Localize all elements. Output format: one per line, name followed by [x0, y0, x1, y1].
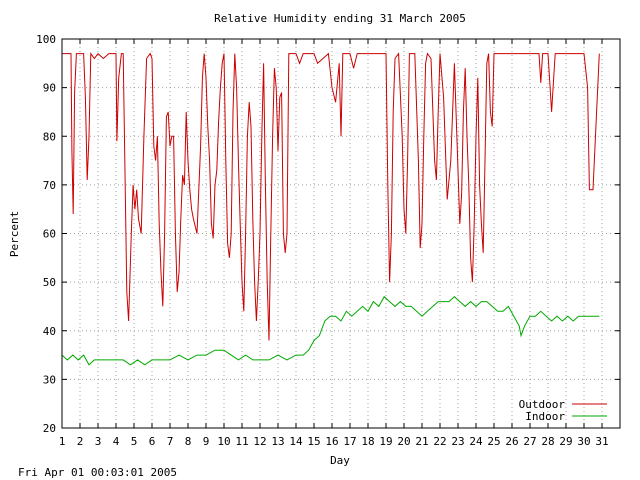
x-tick-label: 21 [415, 435, 428, 448]
x-tick-labels: 1 2 3 4 5 6 7 8 9 10 11 12 13 14 15 16 17 18 19 20 21 22 23 24 2… [59, 435, 609, 448]
y-tick-label: 100 [36, 33, 56, 46]
x-tick-label: 24 [469, 435, 483, 448]
series-line-indoor [61, 295, 600, 366]
legend-label-outdoor: Outdoor [519, 398, 566, 411]
x-tick-label: 31 [595, 435, 608, 448]
x-tick-label: 8 [185, 435, 192, 448]
y-tick-label: 40 [43, 325, 56, 338]
x-tick-label: 3 [95, 435, 102, 448]
x-tick-label: 30 [577, 435, 590, 448]
chart-title: Relative Humidity ending 31 March 2005 [214, 12, 466, 25]
x-tick-label: 7 [167, 435, 174, 448]
x-tick-label: 20 [397, 435, 410, 448]
axis-ticks [61, 38, 620, 429]
x-tick-label: 26 [505, 435, 518, 448]
chart-legend: Outdoor Indoor [519, 398, 607, 423]
y-tick-label: 30 [43, 373, 56, 386]
x-tick-label: 19 [379, 435, 392, 448]
legend-label-indoor: Indoor [525, 410, 565, 423]
x-tick-label: 27 [523, 435, 536, 448]
x-tick-label: 13 [271, 435, 284, 448]
x-tick-label: 16 [325, 435, 338, 448]
x-tick-label: 29 [559, 435, 572, 448]
x-tick-label: 4 [113, 435, 120, 448]
y-tick-label: 70 [43, 179, 56, 192]
x-tick-label: 12 [253, 435, 266, 448]
x-tick-label: 25 [487, 435, 500, 448]
x-tick-label: 6 [149, 435, 156, 448]
x-tick-label: 15 [307, 435, 320, 448]
x-tick-label: 22 [433, 435, 446, 448]
x-tick-label: 14 [289, 435, 303, 448]
footer-timestamp: Fri Apr 01 00:03:01 2005 [18, 466, 177, 479]
series-layer [61, 52, 600, 366]
y-tick-label: 80 [43, 130, 56, 143]
x-tick-label: 5 [131, 435, 138, 448]
chart-grid [62, 39, 620, 428]
x-tick-label: 17 [343, 435, 356, 448]
x-tick-label: 18 [361, 435, 374, 448]
y-tick-label: 50 [43, 276, 56, 289]
x-tick-label: 23 [451, 435, 464, 448]
x-tick-label: 11 [235, 435, 248, 448]
x-tick-label: 28 [541, 435, 554, 448]
y-tick-label: 90 [43, 82, 56, 95]
series-line-outdoor [62, 52, 600, 341]
x-tick-label: 1 [59, 435, 66, 448]
x-tick-label: 2 [77, 435, 84, 448]
x-tick-label: 9 [203, 435, 210, 448]
x-axis-label: Day [330, 454, 350, 467]
y-axis-label: Percent [8, 211, 21, 257]
y-tick-label: 60 [43, 228, 56, 241]
y-tick-label: 20 [43, 422, 56, 435]
x-tick-label: 10 [217, 435, 230, 448]
y-tick-labels: 20 30 40 50 60 70 80 90 100 [36, 33, 56, 435]
